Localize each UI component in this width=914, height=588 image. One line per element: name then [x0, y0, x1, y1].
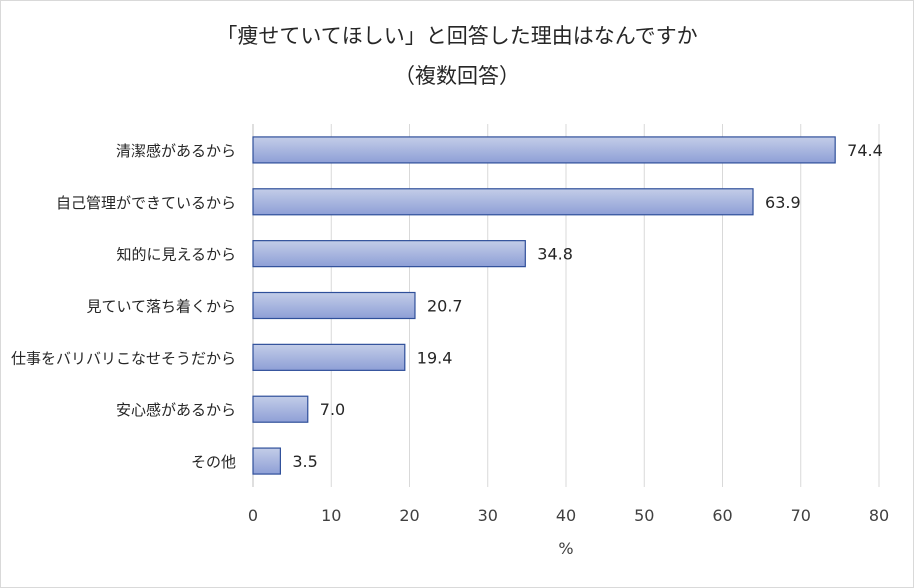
bar — [252, 343, 406, 371]
category-labels: 清潔感があるから自己管理ができているから知的に見えるから見ていて落ち着くから仕事… — [11, 142, 236, 471]
x-tick-label: 40 — [556, 506, 576, 525]
category-label: 見ていて落ち着くから — [86, 298, 236, 316]
chart-title-line1: 「痩せていてほしい」と回答した理由はなんですか — [216, 24, 698, 48]
chart-title: 「痩せていてほしい」と回答した理由はなんですか （複数回答） — [0, 16, 914, 96]
bar — [252, 447, 281, 475]
x-tick-label: 70 — [791, 506, 811, 525]
x-tick-label: 0 — [248, 506, 258, 525]
category-label: 仕事をバリバリこなせそうだから — [11, 349, 236, 367]
x-tick-label: 80 — [869, 506, 889, 525]
x-tick-label: 60 — [712, 506, 732, 525]
category-label: 自己管理ができているから — [56, 194, 236, 212]
x-axis-label: % — [558, 539, 573, 558]
data-label: 63.9 — [765, 193, 801, 212]
data-label: 19.4 — [417, 348, 453, 367]
bar — [252, 136, 836, 164]
bar — [252, 291, 416, 320]
x-tick-labels: 0 10 20 30 40 50 60 70 80 — [248, 506, 889, 525]
x-tick-label: 30 — [478, 506, 498, 525]
data-label: 74.4 — [847, 141, 883, 160]
chart-title-line2: （複数回答） — [394, 64, 520, 88]
data-label: 34.8 — [537, 245, 573, 264]
data-label: 20.7 — [427, 297, 463, 316]
category-label: 安心感があるから — [116, 401, 236, 419]
x-tick-label: 50 — [634, 506, 654, 525]
bar — [252, 188, 754, 216]
x-tick-label: 10 — [321, 506, 341, 525]
category-label: 清潔感があるから — [116, 142, 236, 160]
x-tick-label: 20 — [399, 506, 419, 525]
category-label: 知的に見えるから — [116, 246, 236, 264]
category-label: その他 — [191, 453, 236, 471]
data-label: 7.0 — [320, 400, 345, 419]
data-label: 3.5 — [292, 452, 317, 471]
bar — [252, 240, 526, 268]
bars: 74.4 63.9 34.8 20.7 19.4 7.0 3.5 — [252, 136, 883, 475]
bar — [252, 395, 309, 423]
